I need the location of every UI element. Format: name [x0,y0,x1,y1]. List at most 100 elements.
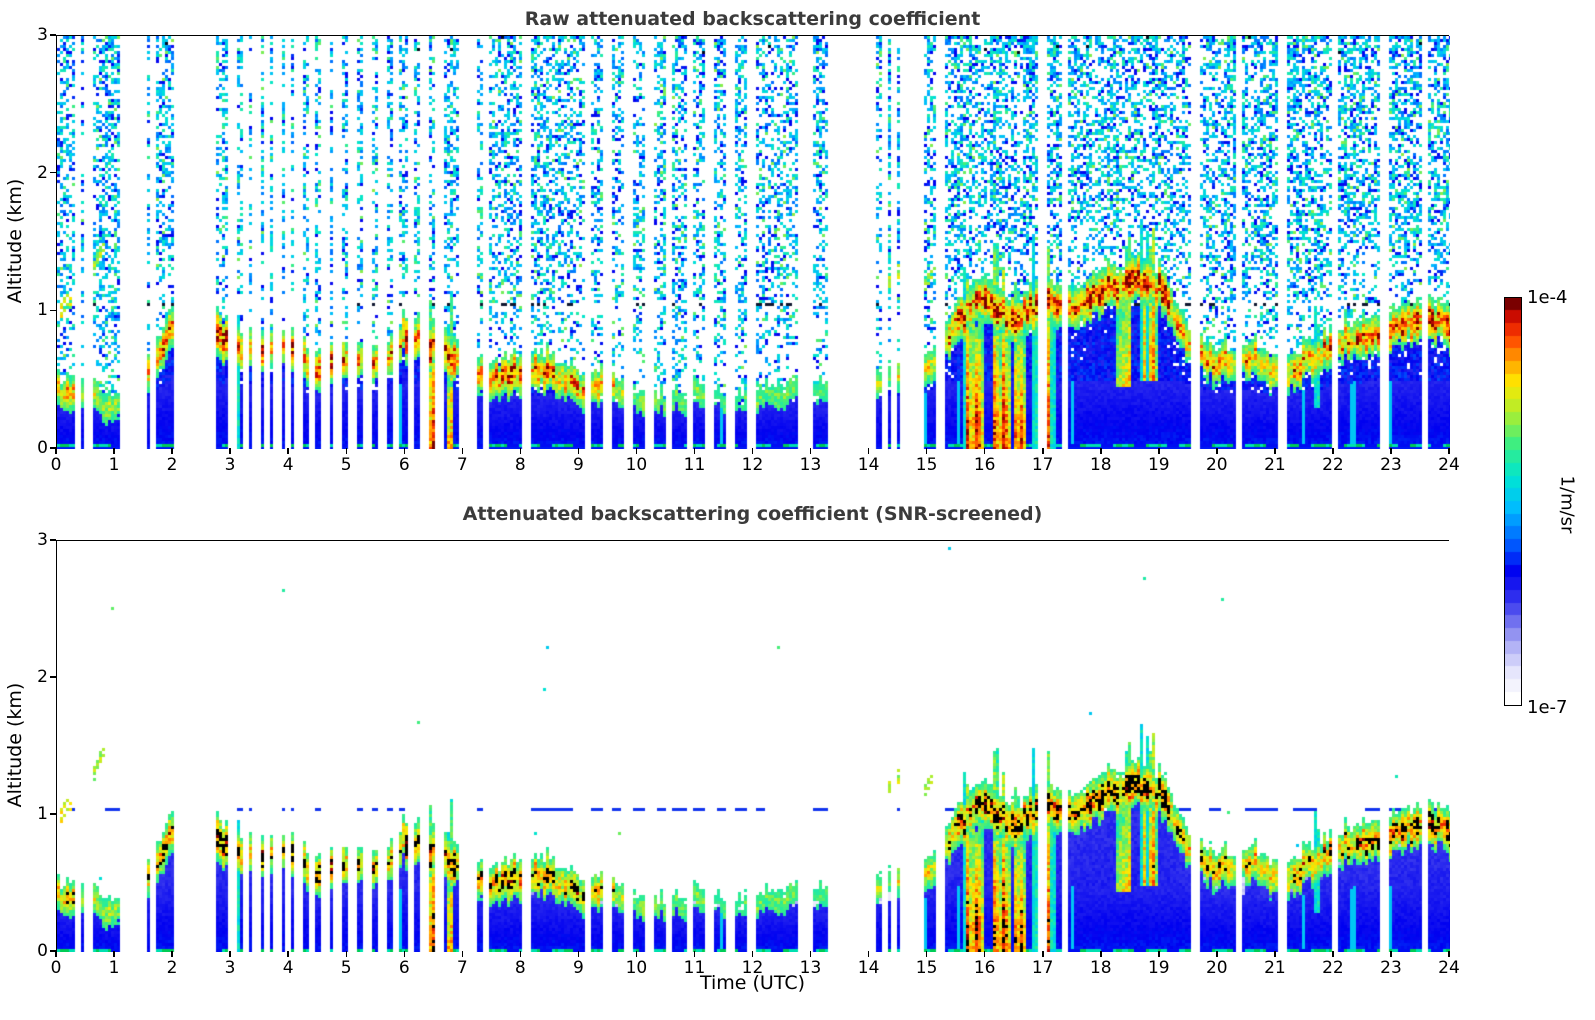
x-tick-mark [1216,951,1218,957]
x-tick-mark [229,951,231,957]
x-tick-label: 0 [50,958,62,978]
x-tick-label: 10 [625,455,648,475]
x-tick-mark [1042,951,1044,957]
x-tick-mark [693,448,696,454]
y-tick-label: 0 [37,941,48,961]
panel2-title: Attenuated backscattering coefficient (S… [462,503,1043,525]
x-tick-mark [229,448,231,454]
x-tick-label: 22 [1322,958,1344,978]
x-tick-mark [519,951,522,957]
panel2-plot-area [56,540,1450,952]
x-tick-label: 11 [683,455,706,475]
x-tick-mark [1390,951,1392,957]
x-tick-label: 3 [224,455,236,475]
x-tick-mark [1448,448,1450,454]
colorbar-unit-label: 1/m/sr [1556,475,1578,534]
x-tick-label: 0 [50,455,62,475]
x-tick-mark [1100,951,1102,957]
x-tick-mark [1274,448,1276,454]
colorbar-max-label: 1e-4 [1527,287,1568,308]
x-tick-mark [113,951,115,957]
x-tick-label: 17 [1031,455,1054,475]
y-tick-mark [50,676,56,678]
x-tick-mark [1448,951,1450,957]
x-tick-label: 7 [456,958,468,978]
x-tick-label: 17 [1031,958,1054,978]
x-tick-mark [1100,448,1102,454]
y-tick-mark [50,34,56,36]
y-tick-mark [50,539,56,541]
x-tick-label: 23 [1380,455,1402,475]
x-tick-mark [925,951,928,957]
x-tick-label: 9 [572,455,584,475]
x-tick-mark [809,951,812,957]
x-tick-mark [1274,951,1276,957]
x-tick-label: 2 [166,455,178,475]
x-tick-label: 22 [1322,455,1344,475]
x-tick-label: 14 [857,958,880,978]
x-tick-label: 11 [683,958,706,978]
x-tick-mark [461,951,463,957]
x-tick-mark [171,448,173,454]
x-tick-label: 21 [1264,455,1286,475]
x-tick-mark [751,448,754,454]
x-tick-mark [751,951,754,957]
x-tick-label: 14 [857,455,880,475]
x-tick-label: 1 [108,958,120,978]
x-tick-mark [635,448,638,454]
x-axis-label: Time (UTC) [699,972,806,994]
panel1-heatmap-canvas [57,36,1450,449]
x-tick-mark [693,951,696,957]
x-tick-mark [287,951,289,957]
y-tick-mark [50,950,56,952]
x-tick-label: 19 [1147,958,1170,978]
x-tick-mark [983,448,986,454]
x-tick-label: 13 [799,958,822,978]
colorbar [1504,297,1522,706]
x-tick-label: 23 [1380,958,1402,978]
x-tick-label: 6 [398,455,410,475]
x-tick-label: 18 [1089,958,1112,978]
y-tick-mark [50,171,56,174]
x-tick-mark [577,448,580,454]
y-tick-label: 3 [37,25,48,45]
y-tick-label: 1 [37,300,48,321]
x-tick-mark [867,448,870,454]
x-tick-mark [403,448,405,454]
x-tick-mark [867,951,870,957]
x-tick-label: 16 [973,958,996,978]
x-tick-mark [1042,448,1044,454]
x-tick-label: 4 [282,958,294,978]
x-tick-mark [925,448,928,454]
x-tick-mark [345,951,347,957]
y-tick-label: 2 [37,162,48,183]
x-tick-label: 24 [1438,455,1460,475]
y-tick-label: 2 [37,667,48,687]
x-tick-label: 20 [1205,958,1228,978]
x-tick-label: 15 [915,455,938,475]
x-tick-mark [983,951,986,957]
x-tick-mark [55,448,57,454]
x-tick-label: 1 [108,455,120,475]
x-tick-label: 19 [1147,455,1170,475]
x-tick-mark [635,951,638,957]
x-tick-label: 16 [973,455,996,475]
x-tick-label: 21 [1264,958,1286,978]
x-tick-label: 6 [398,958,410,978]
x-tick-mark [577,951,580,957]
x-tick-label: 10 [625,958,648,978]
x-tick-mark [171,951,173,957]
x-tick-label: 5 [340,958,352,978]
x-tick-label: 12 [741,455,764,475]
x-tick-label: 9 [572,958,584,978]
x-tick-label: 20 [1205,455,1228,475]
x-tick-label: 7 [456,455,468,475]
x-tick-label: 5 [340,455,352,475]
x-tick-mark [1332,951,1334,957]
x-tick-label: 8 [514,455,526,475]
x-tick-mark [55,951,57,957]
x-tick-label: 18 [1089,455,1112,475]
x-tick-label: 15 [915,958,938,978]
colorbar-min-label: 1e-7 [1527,697,1568,718]
